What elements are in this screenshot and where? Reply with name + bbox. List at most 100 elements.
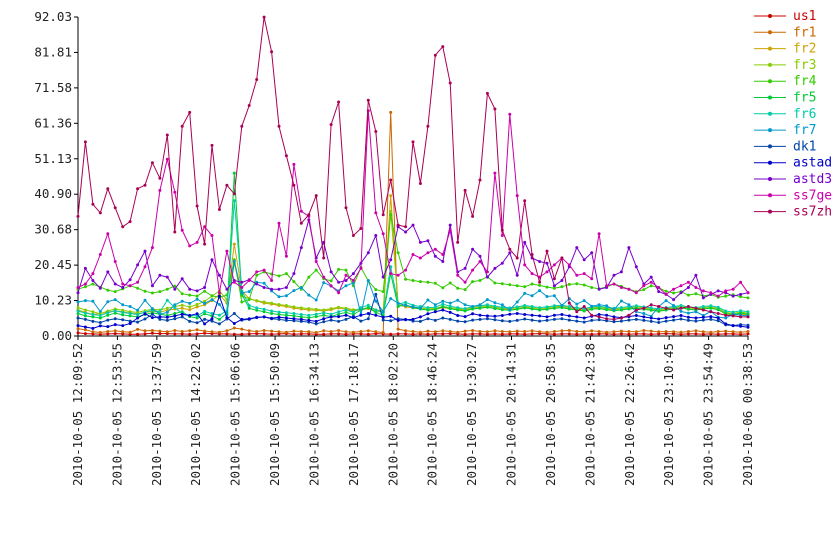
data-point <box>292 317 296 321</box>
data-point <box>471 318 475 322</box>
data-point <box>709 315 713 319</box>
data-point <box>463 303 467 307</box>
data-point <box>418 182 422 185</box>
x-tick-label: 2010-10-05 15:06:06 <box>228 343 243 486</box>
data-point <box>277 332 281 336</box>
data-point <box>679 314 683 317</box>
data-point <box>203 289 207 293</box>
data-point <box>337 329 341 332</box>
data-point <box>389 110 393 114</box>
x-tick-label: 2010-10-05 21:42:38 <box>582 343 597 486</box>
data-point <box>143 183 147 187</box>
data-point <box>351 279 355 282</box>
data-point <box>441 305 445 308</box>
data-point <box>359 319 363 323</box>
data-point <box>552 286 556 290</box>
data-point <box>709 291 713 295</box>
data-point <box>575 310 579 314</box>
legend: us1fr1fr2fr3fr4fr5fr6fr7dk1astadastd3ss7… <box>754 9 832 220</box>
data-point <box>590 307 594 311</box>
data-point <box>344 317 348 321</box>
data-point <box>284 304 288 307</box>
data-point <box>627 303 631 307</box>
data-point <box>545 261 549 265</box>
data-point <box>739 332 743 336</box>
data-point <box>329 270 333 274</box>
data-point <box>136 310 140 314</box>
data-point <box>195 316 199 320</box>
legend-item: fr5 <box>754 91 816 106</box>
data-point <box>91 332 95 336</box>
data-point <box>493 318 497 322</box>
data-point <box>389 332 393 336</box>
data-point <box>523 199 527 203</box>
data-point <box>605 330 609 334</box>
data-point <box>337 267 341 271</box>
data-point <box>582 309 586 313</box>
series-line <box>77 200 749 317</box>
data-point <box>284 316 288 320</box>
data-point <box>657 286 661 289</box>
data-point <box>523 306 527 310</box>
data-point <box>76 327 80 331</box>
data-point <box>478 332 482 336</box>
data-point <box>545 315 549 319</box>
data-point <box>359 227 363 230</box>
data-point <box>500 305 504 309</box>
data-point <box>299 330 303 333</box>
data-point <box>113 206 117 210</box>
data-point <box>649 275 653 279</box>
data-point <box>210 234 214 237</box>
data-point <box>493 314 497 318</box>
data-point <box>217 313 221 317</box>
data-point <box>523 330 527 333</box>
data-point <box>247 317 251 321</box>
data-point <box>255 299 259 303</box>
data-point <box>471 329 475 332</box>
data-point <box>83 325 87 329</box>
data-point <box>270 329 274 333</box>
data-point <box>560 332 564 336</box>
data-point <box>523 313 527 316</box>
data-point <box>292 272 296 276</box>
data-point <box>232 322 236 325</box>
data-point <box>701 332 705 336</box>
data-point <box>158 315 162 319</box>
data-point <box>582 258 586 262</box>
data-point <box>322 332 326 336</box>
data-point <box>612 282 616 286</box>
data-point <box>411 305 415 309</box>
data-point <box>456 273 460 277</box>
data-point <box>329 284 333 288</box>
data-point <box>627 307 631 311</box>
data-point <box>76 316 80 320</box>
data-point <box>359 266 363 270</box>
data-point <box>98 331 102 334</box>
data-point <box>664 299 668 303</box>
data-point <box>404 268 408 272</box>
data-point <box>426 280 430 284</box>
data-point <box>686 293 690 297</box>
data-point <box>210 298 214 302</box>
data-point <box>478 313 482 317</box>
data-point <box>724 289 728 293</box>
data-point <box>426 312 430 316</box>
data-point <box>351 234 355 237</box>
data-point <box>530 305 534 308</box>
data-point <box>538 330 542 334</box>
data-point <box>366 303 370 307</box>
data-point <box>337 100 341 104</box>
data-point <box>106 332 110 336</box>
y-axis-ticks: 0.00 10.23 20.45 30.68 40.90 51.13 61.36 71.58 8… <box>34 9 78 343</box>
data-point <box>173 287 177 291</box>
data-point <box>649 332 653 336</box>
data-point <box>716 312 720 315</box>
data-point <box>247 298 251 302</box>
data-point <box>500 314 504 317</box>
data-point <box>128 312 132 315</box>
data-point <box>173 284 177 288</box>
legend-swatch-marker <box>768 14 772 18</box>
data-point <box>485 270 489 274</box>
data-point <box>686 330 690 333</box>
x-tick-label: 2010-10-05 18:02:20 <box>385 343 400 486</box>
